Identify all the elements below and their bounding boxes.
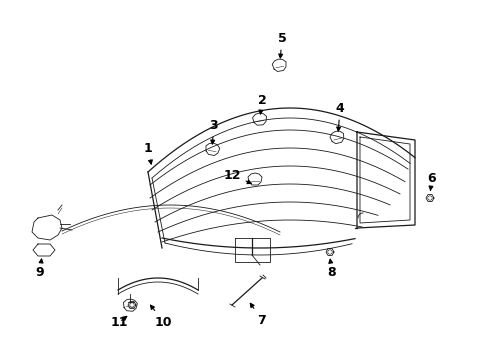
Text: 12: 12: [223, 168, 251, 184]
Text: 11: 11: [110, 315, 128, 328]
Text: 5: 5: [277, 32, 286, 58]
Text: 6: 6: [427, 171, 435, 190]
Text: 4: 4: [335, 102, 344, 131]
Text: 7: 7: [250, 303, 266, 327]
Text: 2: 2: [257, 94, 266, 114]
Text: 10: 10: [150, 305, 172, 328]
Text: 9: 9: [36, 259, 44, 279]
Text: 3: 3: [209, 118, 218, 144]
Text: 1: 1: [143, 141, 152, 164]
Text: 8: 8: [327, 259, 336, 279]
